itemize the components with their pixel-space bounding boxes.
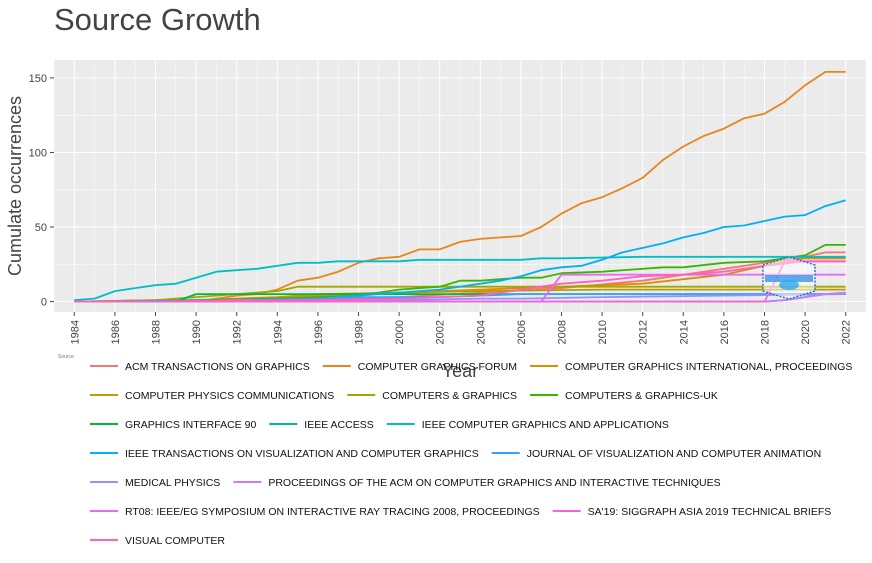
legend-item: IEEE TRANSACTIONS ON VISUALIZATION AND C… (90, 448, 479, 460)
series-line-4 (74, 285, 846, 303)
legend-item: ACM TRANSACTIONS ON GRAPHICS (90, 361, 310, 373)
legend-item: PROCEEDINGS OF THE ACM ON COMPUTER GRAPH… (233, 477, 721, 489)
legend-item: GRAPHICS INTERFACE 90 (90, 419, 256, 431)
legend-item: COMPUTER GRAPHICS FORUM (322, 361, 517, 373)
legend-label: COMPUTER GRAPHICS FORUM (358, 361, 517, 373)
series-line-8 (74, 255, 846, 301)
y-axis-title: Cumulate occurrences (5, 96, 25, 276)
legend-item: COMPUTER GRAPHICS INTERNATIONAL, PROCEED… (530, 361, 852, 373)
x-tick-label: 2002 (435, 320, 447, 344)
x-axis-title: Year (442, 361, 478, 381)
legend-item: COMPUTER PHYSICS COMMUNICATIONS (90, 390, 334, 402)
x-tick-label: 2020 (800, 320, 812, 344)
legend-label: MEDICAL PHYSICS (125, 477, 220, 489)
x-tick-label: 2016 (719, 320, 731, 344)
legend-label: PROCEEDINGS OF THE ACM ON COMPUTER GRAPH… (268, 477, 720, 489)
legend-label: RT08: IEEE/EG SYMPOSIUM ON INTERACTIVE R… (125, 506, 540, 518)
x-tick-label: 2004 (475, 320, 487, 344)
legend-item: RT08: IEEE/EG SYMPOSIUM ON INTERACTIVE R… (90, 506, 540, 518)
legend-label: SA'19: SIGGRAPH ASIA 2019 TECHNICAL BRIE… (588, 506, 832, 518)
legend-item: VISUAL COMPUTER (90, 535, 225, 547)
source-label: Source (58, 354, 74, 360)
legend-item: SA'19: SIGGRAPH ASIA 2019 TECHNICAL BRIE… (552, 506, 832, 518)
legend-item: IEEE COMPUTER GRAPHICS AND APPLICATIONS (386, 419, 669, 431)
y-tick-label: 100 (29, 147, 47, 159)
legend-item: IEEE ACCESS (269, 419, 374, 431)
x-tick-label: 2008 (557, 320, 569, 344)
legend: ACM TRANSACTIONS ON GRAPHICS COMPUTER GRA… (90, 361, 852, 547)
watermark-logo (762, 256, 816, 300)
series-line-5 (74, 244, 846, 303)
x-tick-label: 2000 (394, 320, 406, 344)
legend-label: COMPUTERS & GRAPHICS (382, 390, 517, 402)
x-tick-label: 1998 (354, 320, 366, 344)
legend-label: JOURNAL OF VISUALIZATION AND COMPUTER AN… (527, 448, 821, 460)
legend-item: MEDICAL PHYSICS (90, 477, 220, 489)
x-tick-label: 2010 (597, 320, 609, 344)
x-tick-label: 2014 (678, 320, 690, 344)
legend-item: COMPUTERS & GRAPHICS (347, 390, 517, 402)
y-tick-label: 0 (41, 297, 47, 309)
series-line-15 (74, 260, 846, 303)
legend-label: COMPUTERS & GRAPHICS-UK (565, 390, 718, 402)
legend-item: JOURNAL OF VISUALIZATION AND COMPUTER AN… (491, 448, 821, 460)
legend-label: IEEE ACCESS (304, 419, 373, 431)
x-tick-label: 1986 (110, 320, 122, 344)
y-tick-label: 50 (35, 222, 47, 234)
legend-label: COMPUTER PHYSICS COMMUNICATIONS (125, 390, 334, 402)
x-tick-label: 2018 (760, 320, 772, 344)
legend-label: IEEE TRANSACTIONS ON VISUALIZATION AND C… (125, 448, 479, 460)
x-tick-label: 1988 (151, 320, 163, 344)
y-tick-label: 150 (29, 73, 47, 85)
series-line-9 (74, 199, 846, 303)
legend-label: IEEE COMPUTER GRAPHICS AND APPLICATIONS (422, 419, 669, 431)
legend-label: GRAPHICS INTERFACE 90 (125, 419, 256, 431)
legend-item: COMPUTERS & GRAPHICS-UK (530, 390, 718, 402)
legend-label: COMPUTER GRAPHICS INTERNATIONAL, PROCEED… (565, 361, 852, 373)
x-tick-label: 2006 (516, 320, 528, 344)
x-tick-label: 1994 (272, 320, 284, 344)
x-tick-label: 1990 (191, 320, 203, 344)
x-tick-label: 2022 (841, 320, 853, 344)
legend-label: ACM TRANSACTIONS ON GRAPHICS (125, 361, 310, 373)
x-axis: 1984 1986 1988 1990 1992 1994 1996 1998 2000 2002… (69, 312, 853, 344)
legend-label: VISUAL COMPUTER (125, 535, 225, 547)
x-tick-label: 2012 (638, 320, 650, 344)
y-axis: 0 50 100 150 (29, 73, 54, 309)
chart-title: Source Growth (54, 2, 261, 37)
x-tick-label: 1992 (232, 320, 244, 344)
x-tick-label: 1996 (313, 320, 325, 344)
x-tick-label: 1984 (69, 320, 81, 344)
